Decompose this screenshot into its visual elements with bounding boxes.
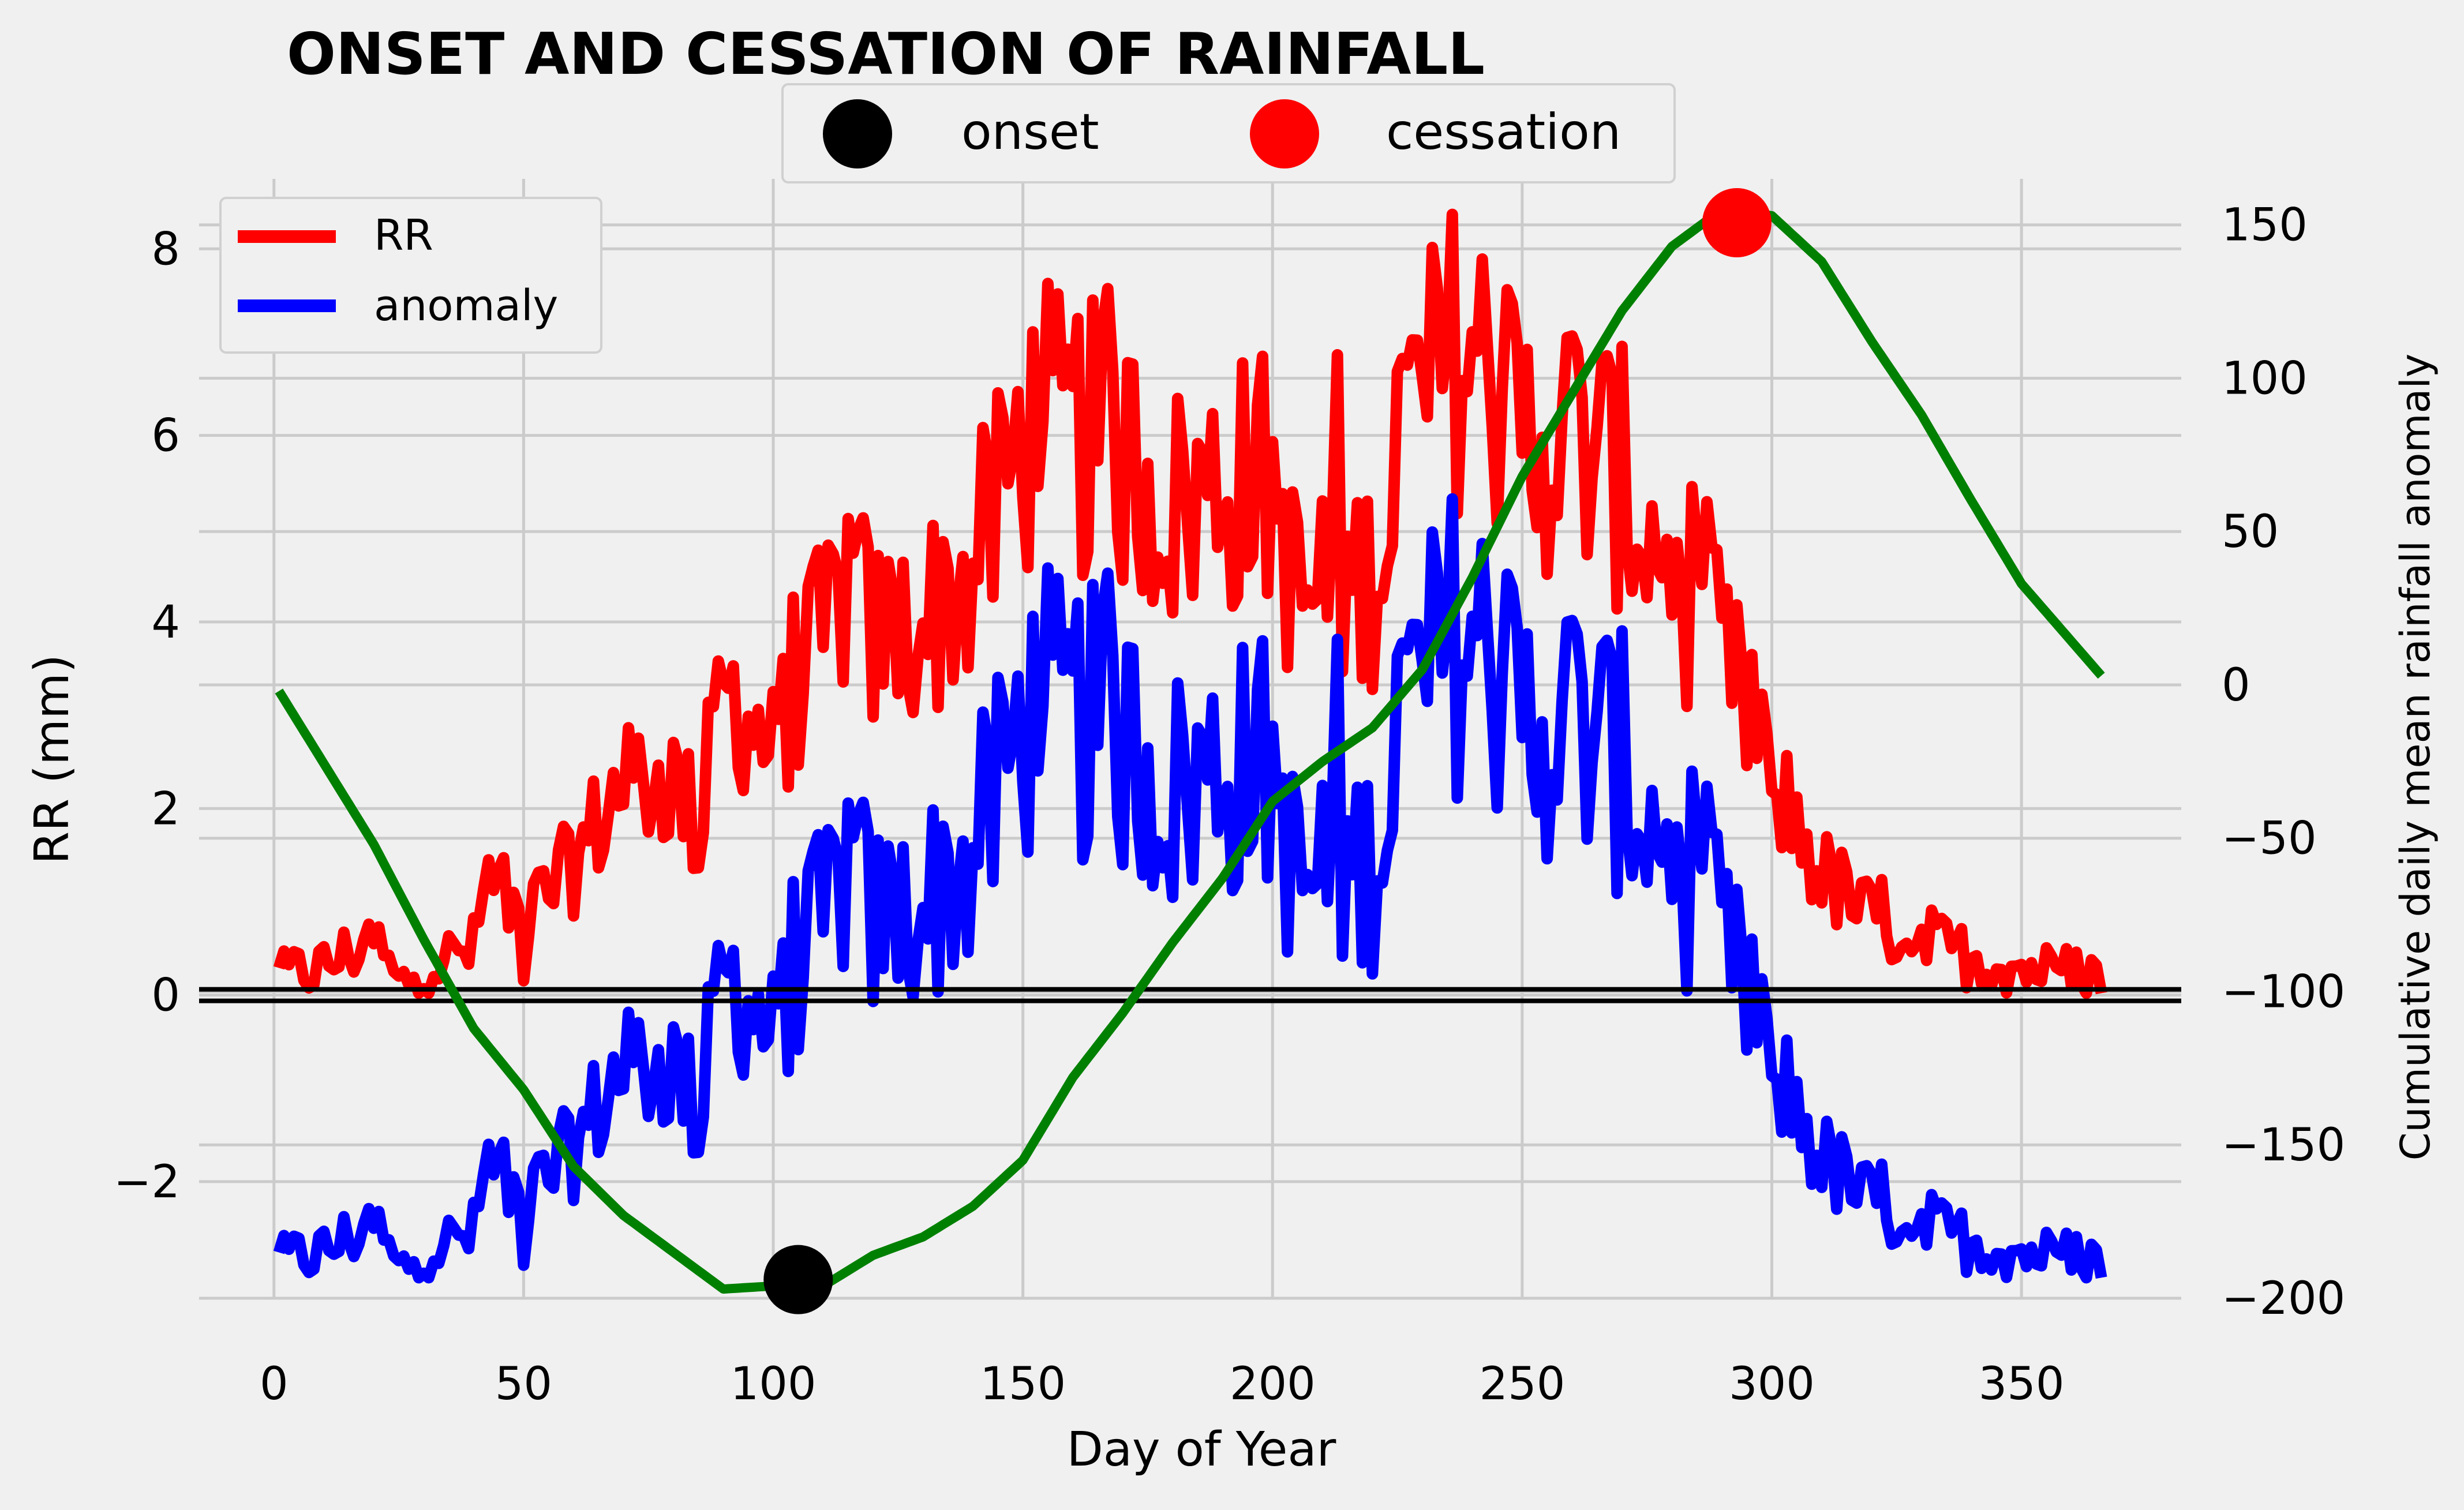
tick-labels: 0 50 100 150 200 250 300 350 −2 0 2 4 6 8 −200 −150 −100… bbox=[114, 200, 2345, 1410]
cumulative-anomaly-line bbox=[275, 205, 2105, 1294]
y2-tick-label: −100 bbox=[2222, 966, 2345, 1018]
x-tick-label: 0 bbox=[260, 1358, 289, 1410]
y2-tick-label: 150 bbox=[2222, 200, 2308, 252]
x-tick-label: 200 bbox=[1230, 1358, 1316, 1410]
chart-title: ONSET AND CESSATION OF RAINFALL bbox=[287, 20, 1485, 88]
y-tick-label: 6 bbox=[151, 410, 180, 462]
x-tick-label: 150 bbox=[980, 1358, 1066, 1410]
x-tick-label: 250 bbox=[1479, 1358, 1565, 1410]
legend-markers: onset cessation bbox=[781, 83, 1676, 183]
y2-tick-label: −50 bbox=[2222, 813, 2317, 865]
legend-onset-marker bbox=[823, 99, 892, 168]
y-tick-label: 4 bbox=[151, 597, 180, 649]
y-tick-label: 0 bbox=[151, 970, 180, 1022]
anomaly-series-line bbox=[273, 493, 2107, 1284]
x-tick-label: 350 bbox=[1979, 1358, 2065, 1410]
y2-axis-title: Cumulative daily mean rainfall anomaly bbox=[2392, 354, 2439, 1161]
legend-markers-frame bbox=[781, 83, 1676, 183]
legend-cessation-label: cessation bbox=[1386, 103, 1621, 161]
y-tick-label: 8 bbox=[151, 223, 180, 275]
x-tick-label: 300 bbox=[1729, 1358, 1815, 1410]
y-tick-label: 2 bbox=[151, 783, 180, 835]
legend-anomaly-label: anomaly bbox=[374, 281, 558, 331]
y2-tick-label: 50 bbox=[2222, 506, 2279, 558]
y-tick-label: −2 bbox=[114, 1156, 180, 1208]
series-layer bbox=[199, 188, 2181, 1314]
rr-series-line bbox=[273, 208, 2107, 999]
y2-tick-label: −200 bbox=[2222, 1273, 2345, 1325]
cessation-marker bbox=[1702, 188, 1772, 257]
legend-onset-label: onset bbox=[961, 103, 1099, 161]
x-axis-title: Day of Year bbox=[1067, 1422, 1336, 1477]
y2-tick-label: −150 bbox=[2222, 1119, 2345, 1171]
x-tick-label: 100 bbox=[731, 1358, 817, 1410]
onset-marker bbox=[763, 1245, 833, 1314]
y2-tick-label: 0 bbox=[2222, 660, 2250, 711]
legend-cessation-marker bbox=[1250, 99, 1319, 168]
y-axis-title: RR (mm) bbox=[25, 654, 80, 864]
legend-lines: RR anomaly bbox=[219, 197, 602, 354]
x-tick-label: 50 bbox=[495, 1358, 552, 1410]
legend-rr-label: RR bbox=[374, 211, 433, 260]
y2-tick-label: 100 bbox=[2222, 353, 2308, 404]
